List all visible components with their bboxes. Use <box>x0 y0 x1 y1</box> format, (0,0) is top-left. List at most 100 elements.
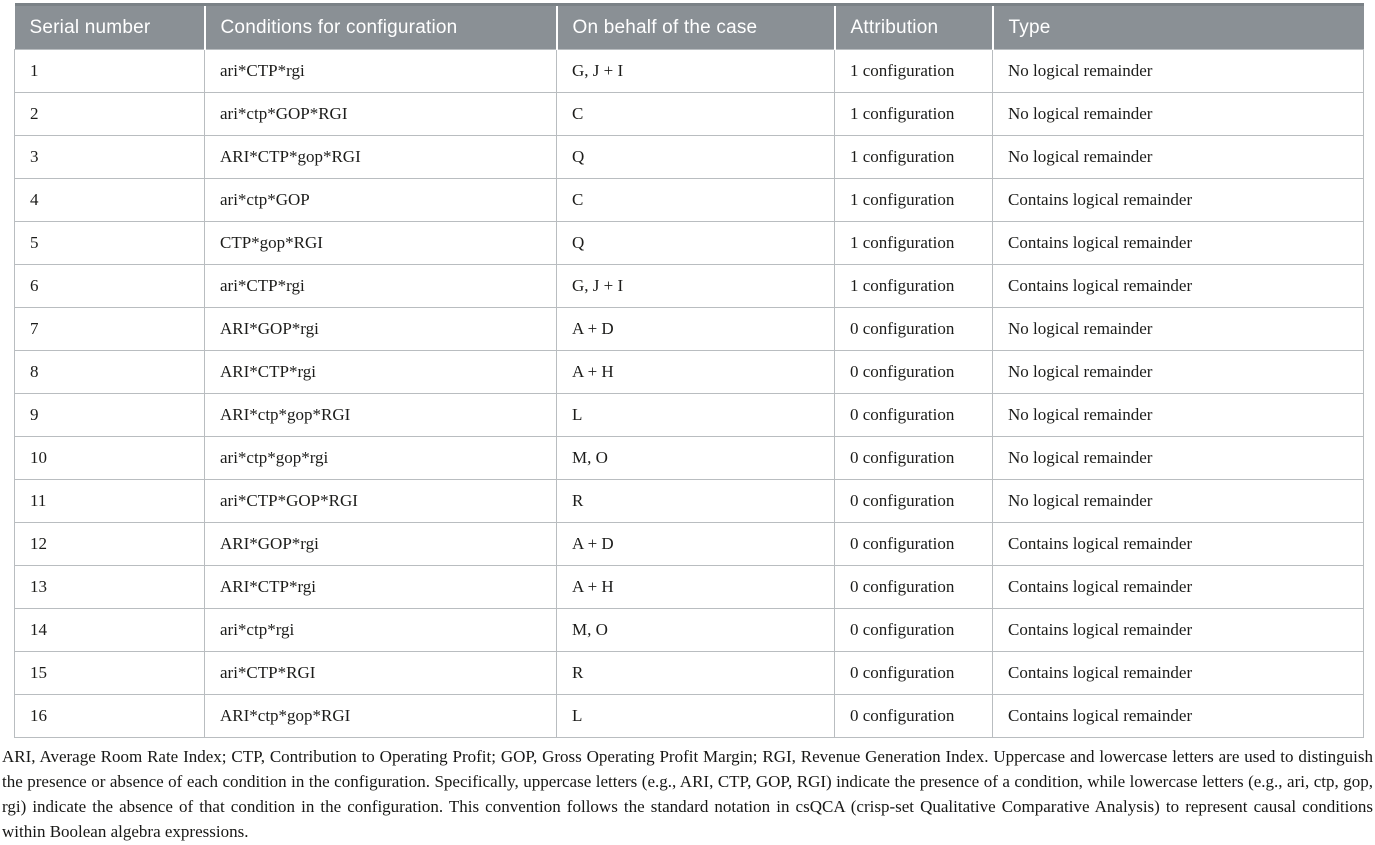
cell-type: Contains logical remainder <box>992 178 1364 222</box>
table-row: 4 ari*ctp*GOP C 1 configuration Contains log… <box>14 178 1364 222</box>
column-header-attribution: Attribution <box>833 3 993 50</box>
cell-attribution: 0 configuration <box>834 307 993 351</box>
cell-serial-number: 15 <box>14 651 205 695</box>
cell-conditions: ari*CTP*rgi <box>204 264 557 308</box>
cell-conditions: ari*ctp*rgi <box>204 608 557 652</box>
cell-case: M, O <box>556 436 835 480</box>
cell-serial-number: 7 <box>14 307 205 351</box>
cell-conditions: ARI*CTP*rgi <box>204 350 557 394</box>
cell-type: No logical remainder <box>992 436 1364 480</box>
cell-conditions: ari*ctp*GOP <box>204 178 557 222</box>
cell-serial-number: 3 <box>14 135 205 179</box>
cell-serial-number: 9 <box>14 393 205 437</box>
cell-conditions: ari*CTP*RGI <box>204 651 557 695</box>
cell-conditions: ari*ctp*gop*rgi <box>204 436 557 480</box>
cell-type: Contains logical remainder <box>992 264 1364 308</box>
cell-attribution: 1 configuration <box>834 92 993 136</box>
cell-serial-number: 6 <box>14 264 205 308</box>
cell-attribution: 0 configuration <box>834 393 993 437</box>
cell-case: Q <box>556 135 835 179</box>
cell-type: Contains logical remainder <box>992 651 1364 695</box>
cell-type: No logical remainder <box>992 135 1364 179</box>
table-row: 15 ari*CTP*RGI R 0 configuration Contains lo… <box>14 651 1364 695</box>
table-footnote: ARI, Average Room Rate Index; CTP, Contr… <box>2 747 1373 841</box>
cell-attribution: 0 configuration <box>834 651 993 695</box>
cell-attribution: 1 configuration <box>834 221 993 265</box>
column-header-serial-number: Serial number <box>14 3 205 50</box>
cell-case: A + H <box>556 350 835 394</box>
table-row: 16 ARI*ctp*gop*RGI L 0 configuration Contain… <box>14 694 1364 738</box>
cell-attribution: 0 configuration <box>834 350 993 394</box>
cell-case: A + D <box>556 522 835 566</box>
cell-case: C <box>556 92 835 136</box>
table-row: 5 CTP*gop*RGI Q 1 configuration Contains log… <box>14 221 1364 265</box>
cell-case: M, O <box>556 608 835 652</box>
cell-attribution: 1 configuration <box>834 135 993 179</box>
cell-type: Contains logical remainder <box>992 221 1364 265</box>
cell-attribution: 0 configuration <box>834 565 993 609</box>
cell-serial-number: 8 <box>14 350 205 394</box>
table-header: Serial number Conditions for configurati… <box>14 3 1364 50</box>
cell-type: Contains logical remainder <box>992 522 1364 566</box>
cell-conditions: ARI*CTP*gop*RGI <box>204 135 557 179</box>
cell-type: No logical remainder <box>992 393 1364 437</box>
cell-case: L <box>556 393 835 437</box>
cell-conditions: ARI*ctp*gop*RGI <box>204 694 557 738</box>
cell-case: C <box>556 178 835 222</box>
cell-type: Contains logical remainder <box>992 694 1364 738</box>
cell-case: G, J + I <box>556 49 835 93</box>
cell-case: A + D <box>556 307 835 351</box>
cell-serial-number: 16 <box>14 694 205 738</box>
cell-conditions: ARI*CTP*rgi <box>204 565 557 609</box>
table-row: 9 ARI*ctp*gop*RGI L 0 configuration No logic… <box>14 393 1364 437</box>
cell-attribution: 0 configuration <box>834 522 993 566</box>
cell-case: Q <box>556 221 835 265</box>
cell-serial-number: 13 <box>14 565 205 609</box>
cell-conditions: ari*CTP*rgi <box>204 49 557 93</box>
column-header-type: Type <box>991 3 1364 50</box>
cell-case: R <box>556 651 835 695</box>
table-row: 3 ARI*CTP*gop*RGI Q 1 configuration No logic… <box>14 135 1364 179</box>
cell-attribution: 1 configuration <box>834 178 993 222</box>
cell-attribution: 0 configuration <box>834 694 993 738</box>
table-row: 2 ari*ctp*GOP*RGI C 1 configuration No logic… <box>14 92 1364 136</box>
cell-serial-number: 14 <box>14 608 205 652</box>
cell-conditions: ARI*GOP*rgi <box>204 522 557 566</box>
cell-case: L <box>556 694 835 738</box>
cell-type: No logical remainder <box>992 479 1364 523</box>
cell-conditions: ari*CTP*GOP*RGI <box>204 479 557 523</box>
cell-type: No logical remainder <box>992 49 1364 93</box>
cell-conditions: ARI*ctp*gop*RGI <box>204 393 557 437</box>
cell-conditions: ari*ctp*GOP*RGI <box>204 92 557 136</box>
cell-serial-number: 5 <box>14 221 205 265</box>
cell-serial-number: 4 <box>14 178 205 222</box>
column-header-conditions: Conditions for configuration <box>203 3 557 50</box>
cell-attribution: 0 configuration <box>834 436 993 480</box>
cell-type: No logical remainder <box>992 92 1364 136</box>
cell-attribution: 1 configuration <box>834 49 993 93</box>
cell-serial-number: 11 <box>14 479 205 523</box>
cell-conditions: CTP*gop*RGI <box>204 221 557 265</box>
cell-case: R <box>556 479 835 523</box>
cell-serial-number: 12 <box>14 522 205 566</box>
cell-serial-number: 10 <box>14 436 205 480</box>
cell-type: No logical remainder <box>992 307 1364 351</box>
cell-type: Contains logical remainder <box>992 608 1364 652</box>
cell-case: A + H <box>556 565 835 609</box>
cell-attribution: 0 configuration <box>834 608 993 652</box>
cell-attribution: 0 configuration <box>834 479 993 523</box>
cell-case: G, J + I <box>556 264 835 308</box>
header-row: Serial number Conditions for configurati… <box>14 3 1364 50</box>
cell-type: No logical remainder <box>992 350 1364 394</box>
table-row: 11 ari*CTP*GOP*RGI R 0 configuration No logi… <box>14 479 1364 523</box>
cell-serial-number: 2 <box>14 92 205 136</box>
